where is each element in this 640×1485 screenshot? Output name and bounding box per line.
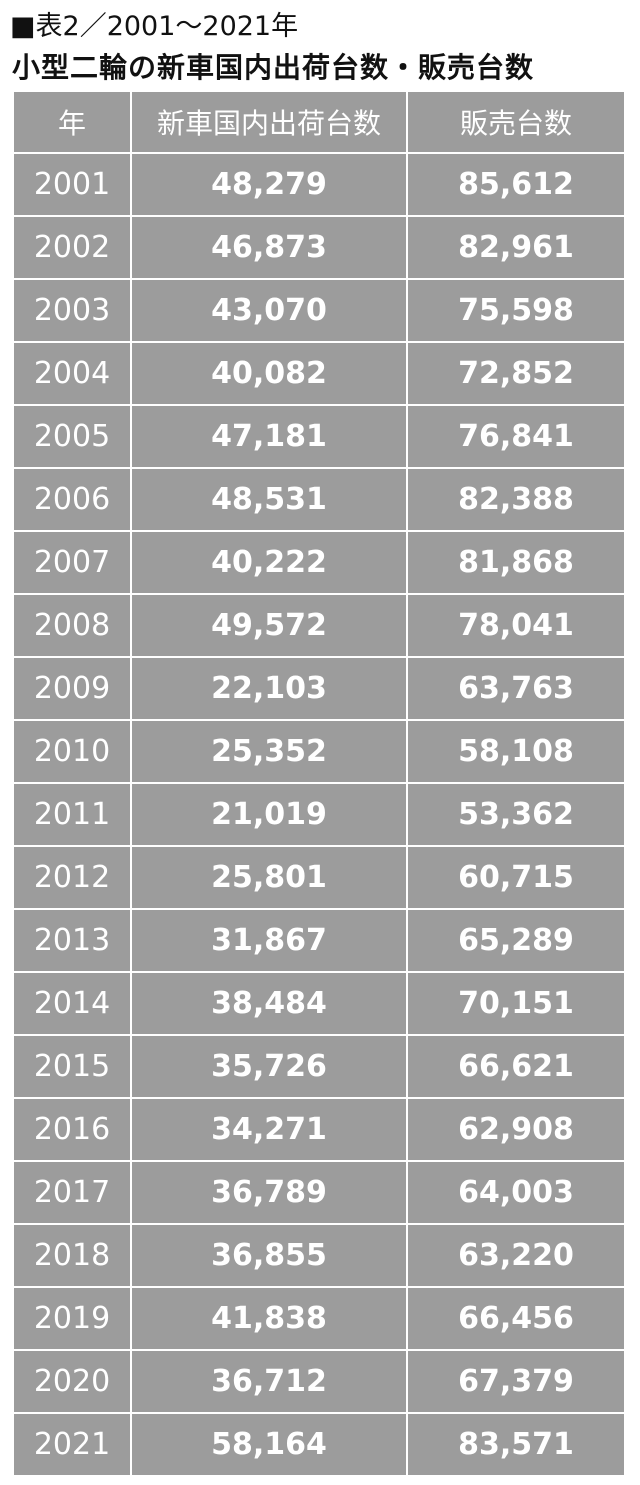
value-cell: 46,873 <box>132 217 406 278</box>
value-cell: 43,070 <box>132 280 406 341</box>
column-header: 新車国内出荷台数 <box>132 92 408 152</box>
column-header: 販売台数 <box>408 92 624 152</box>
value-cell: 36,789 <box>132 1162 406 1223</box>
year-cell: 2021 <box>14 1414 130 1475</box>
value-cell: 25,352 <box>132 721 406 782</box>
year-cell: 2004 <box>14 343 130 404</box>
value-cell: 72,852 <box>408 343 624 404</box>
value-cell: 63,220 <box>408 1225 624 1286</box>
year-cell: 2005 <box>14 406 130 467</box>
value-cell: 62,908 <box>408 1099 624 1160</box>
value-cell: 53,362 <box>408 784 624 845</box>
column-header: 年 <box>14 92 132 152</box>
value-cell: 63,763 <box>408 658 624 719</box>
value-cell: 48,531 <box>132 469 406 530</box>
value-cell: 36,712 <box>132 1351 406 1412</box>
value-cell: 82,388 <box>408 469 624 530</box>
year-cell: 2019 <box>14 1288 130 1349</box>
value-cell: 58,164 <box>132 1414 406 1475</box>
value-cell: 60,715 <box>408 847 624 908</box>
year-cell: 2016 <box>14 1099 130 1160</box>
value-cell: 22,103 <box>132 658 406 719</box>
value-cell: 31,867 <box>132 910 406 971</box>
value-cell: 38,484 <box>132 973 406 1034</box>
value-cell: 49,572 <box>132 595 406 656</box>
title: ■表2／2001～2021年 <box>10 11 299 42</box>
year-cell: 2017 <box>14 1162 130 1223</box>
year-cell: 2020 <box>14 1351 130 1412</box>
value-cell: 48,279 <box>132 154 406 215</box>
year-cell: 2002 <box>14 217 130 278</box>
value-cell: 64,003 <box>408 1162 624 1223</box>
year-cell: 2001 <box>14 154 130 215</box>
value-cell: 34,271 <box>132 1099 406 1160</box>
year-cell: 2007 <box>14 532 130 593</box>
value-cell: 40,082 <box>132 343 406 404</box>
value-cell: 66,456 <box>408 1288 624 1349</box>
value-cell: 75,598 <box>408 280 624 341</box>
value-cell: 83,571 <box>408 1414 624 1475</box>
year-cell: 2018 <box>14 1225 130 1286</box>
year-cell: 2012 <box>14 847 130 908</box>
value-cell: 76,841 <box>408 406 624 467</box>
value-cell: 35,726 <box>132 1036 406 1097</box>
year-cell: 2003 <box>14 280 130 341</box>
value-cell: 25,801 <box>132 847 406 908</box>
table: 年新車国内出荷台数 販売台数 2001 48,279 85,612 2002 46,873 8… <box>14 92 624 1475</box>
year-cell: 2009 <box>14 658 130 719</box>
value-cell: 67,379 <box>408 1351 624 1412</box>
year-cell: 2008 <box>14 595 130 656</box>
year-cell: 2014 <box>14 973 130 1034</box>
value-cell: 21,019 <box>132 784 406 845</box>
subtitle: 小型二輪の新車国内出荷台数・販売台数 <box>12 51 535 84</box>
value-cell: 85,612 <box>408 154 624 215</box>
value-cell: 41,838 <box>132 1288 406 1349</box>
year-cell: 2006 <box>14 469 130 530</box>
value-cell: 81,868 <box>408 532 624 593</box>
year-cell: 2015 <box>14 1036 130 1097</box>
value-cell: 66,621 <box>408 1036 624 1097</box>
year-cell: 2011 <box>14 784 130 845</box>
value-cell: 65,289 <box>408 910 624 971</box>
value-cell: 70,151 <box>408 973 624 1034</box>
value-cell: 58,108 <box>408 721 624 782</box>
value-cell: 82,961 <box>408 217 624 278</box>
year-cell: 2010 <box>14 721 130 782</box>
value-cell: 36,855 <box>132 1225 406 1286</box>
value-cell: 40,222 <box>132 532 406 593</box>
year-cell: 2013 <box>14 910 130 971</box>
value-cell: 78,041 <box>408 595 624 656</box>
value-cell: 47,181 <box>132 406 406 467</box>
